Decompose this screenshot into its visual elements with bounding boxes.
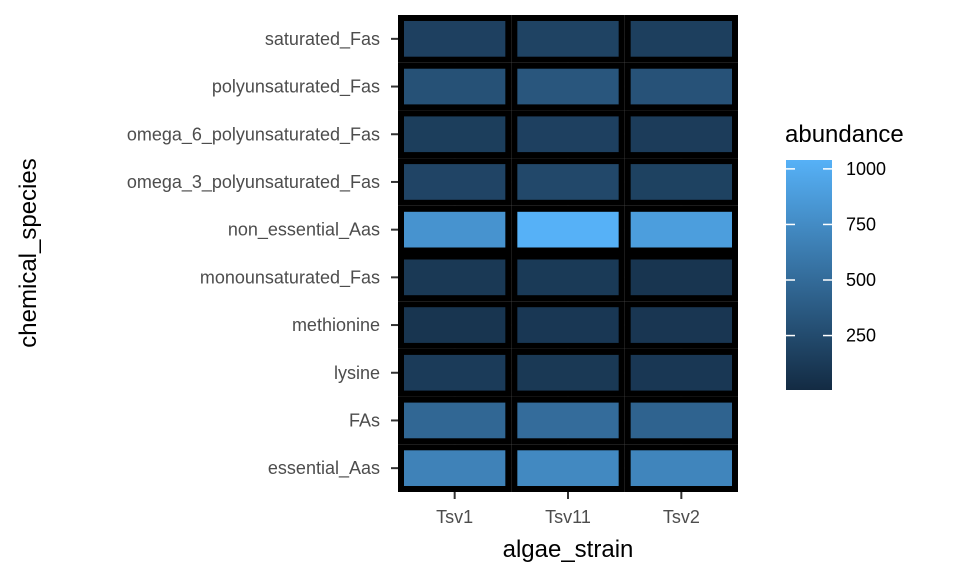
y-tick-label: FAs bbox=[349, 410, 380, 430]
heatmap-tile bbox=[511, 444, 625, 492]
colorbar-tick-label: 1000 bbox=[846, 159, 886, 179]
heatmap-tile bbox=[624, 158, 739, 206]
heatmap-tile bbox=[398, 348, 512, 397]
y-tick-label: non_essential_Aas bbox=[228, 220, 380, 241]
heatmap-tile bbox=[624, 396, 739, 445]
heatmap-tile bbox=[511, 396, 625, 445]
colorbar-ticks: 250 500 750 1000 bbox=[786, 159, 886, 346]
heatmap-tile bbox=[511, 205, 625, 254]
colorbar-tick-label: 750 bbox=[846, 214, 876, 234]
colorbar-tick-label: 500 bbox=[846, 270, 876, 290]
heatmap-tile bbox=[624, 348, 739, 397]
heatmap-tile bbox=[511, 253, 625, 302]
heatmap-tile bbox=[511, 62, 625, 111]
heatmap-tile bbox=[398, 253, 512, 302]
heatmap-tile bbox=[398, 110, 512, 159]
heatmap-tile bbox=[624, 301, 739, 349]
colorbar bbox=[786, 160, 832, 390]
x-axis: Tsv1 Tsv11 Tsv2 bbox=[436, 492, 700, 527]
heatmap-tile bbox=[624, 444, 739, 492]
y-tick-label: omega_3_polyunsaturated_Fas bbox=[127, 172, 380, 193]
legend-title: abundance bbox=[785, 121, 904, 148]
x-axis-title: algae_strain bbox=[503, 536, 634, 563]
heatmap-tile bbox=[398, 444, 512, 492]
heatmap-tile bbox=[398, 396, 512, 445]
colorbar-tick-label: 250 bbox=[846, 326, 876, 346]
y-axis: essential_Aas FAs lysine methionine monounsa… bbox=[127, 29, 398, 479]
heatmap-tile bbox=[511, 158, 625, 206]
y-tick-label: methionine bbox=[292, 315, 380, 335]
heatmap-tile bbox=[398, 205, 512, 254]
heatmap-tile bbox=[624, 205, 739, 254]
legend: abundance 250 500 750 1000 bbox=[785, 121, 904, 390]
heatmap-tile bbox=[511, 348, 625, 397]
y-tick-label: lysine bbox=[334, 363, 380, 383]
y-tick-label: essential_Aas bbox=[268, 458, 380, 479]
y-tick-label: omega_6_polyunsaturated_Fas bbox=[127, 124, 380, 145]
heatmap-tile bbox=[511, 301, 625, 349]
heatmap-tile bbox=[624, 253, 739, 302]
x-tick-label: Tsv11 bbox=[545, 507, 591, 527]
y-tick-label: polyunsaturated_Fas bbox=[212, 77, 380, 98]
heatmap-tile bbox=[398, 301, 512, 349]
heatmap-tile bbox=[624, 110, 739, 159]
heatmap-tile bbox=[624, 15, 739, 63]
x-tick-label: Tsv1 bbox=[436, 507, 473, 527]
heatmap-tile bbox=[398, 15, 512, 63]
heatmap-tiles bbox=[398, 15, 739, 492]
heatmap-tile bbox=[624, 62, 739, 111]
x-tick-label: Tsv2 bbox=[663, 507, 700, 527]
y-tick-label: monounsaturated_Fas bbox=[200, 267, 380, 288]
heatmap-tile bbox=[398, 62, 512, 111]
heatmap-tile bbox=[398, 158, 512, 206]
heatmap-tile bbox=[511, 15, 625, 63]
y-tick-label: saturated_Fas bbox=[265, 29, 380, 50]
y-axis-title: chemical_species bbox=[15, 158, 42, 347]
heatmap-tile bbox=[511, 110, 625, 159]
